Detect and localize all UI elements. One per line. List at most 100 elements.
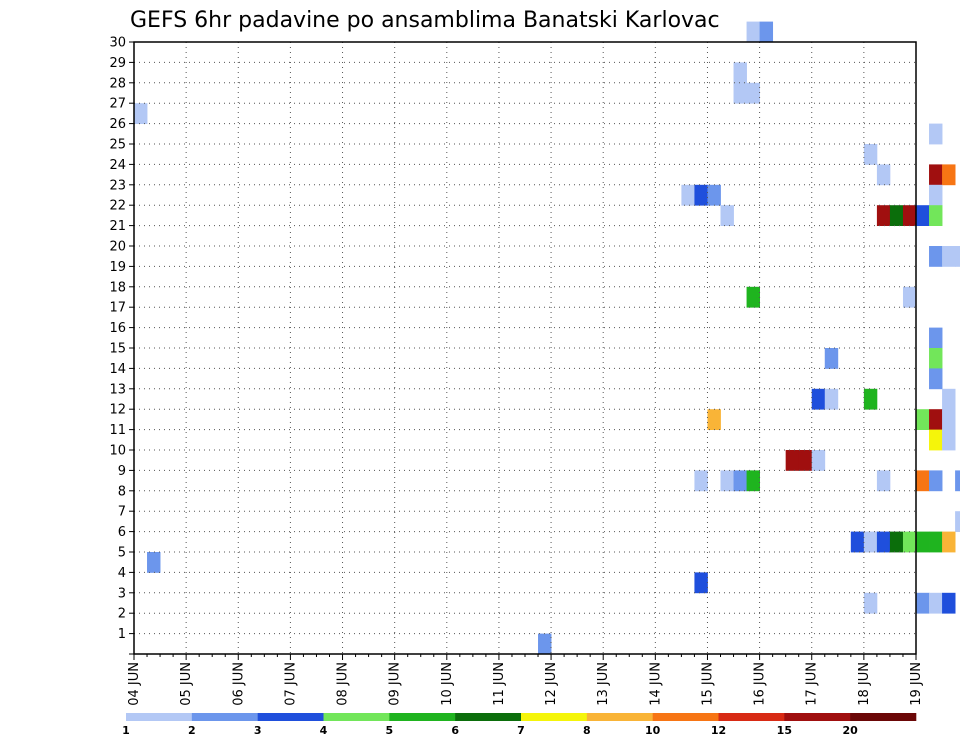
precip-cell (733, 470, 747, 492)
x-tick-label: 17 JUN (805, 662, 820, 706)
precip-cell (134, 103, 148, 124)
precip-cell (733, 82, 747, 104)
precip-cell (942, 246, 956, 267)
precip-cell (824, 388, 839, 410)
precip-cell (889, 531, 904, 553)
precip-cell (824, 348, 839, 369)
precip-cell (942, 429, 956, 451)
precip-cell (955, 511, 960, 532)
colorbar-swatch (586, 713, 653, 721)
x-tick-label: 05 JUN (179, 662, 194, 706)
y-tick-label: 26 (109, 117, 126, 132)
precip-cell (707, 409, 721, 430)
precip-cell (902, 205, 917, 226)
y-tick-label: 30 (109, 36, 126, 51)
precip-cell (694, 184, 708, 206)
y-tick-label: 6 (118, 525, 126, 540)
precip-cell (942, 164, 956, 186)
colorbar-swatch (389, 713, 456, 721)
y-tick-label: 21 (109, 219, 126, 234)
precip-cell (916, 470, 930, 492)
y-tick-label: 28 (109, 76, 126, 91)
x-tick-label: 13 JUN (596, 662, 611, 706)
y-tick-label: 24 (109, 158, 126, 173)
precip-cell (929, 470, 943, 492)
precip-cell (916, 409, 930, 430)
precip-cell (746, 21, 760, 43)
y-tick-label: 8 (118, 484, 126, 499)
precip-cell (746, 286, 760, 308)
x-tick-label: 18 JUN (857, 662, 872, 706)
precip-cell (538, 633, 552, 655)
precip-cell (942, 388, 956, 410)
precip-cell (929, 123, 943, 145)
precip-cell (929, 184, 943, 206)
colorbar-label: 20 (843, 724, 859, 737)
precip-cell (694, 470, 708, 492)
y-tick-label: 2 (118, 607, 126, 622)
x-axis: 04 JUN 05 JUN 06 JUN 07 JUN 08 JUN 09 JUN 10 J… (127, 654, 924, 706)
grid-lines (134, 42, 916, 654)
y-tick-label: 4 (118, 566, 126, 581)
x-tick-label: 12 JUN (544, 662, 559, 706)
colorbar-swatch (850, 713, 917, 721)
precip-cell (863, 531, 878, 553)
precip-cell (929, 368, 943, 390)
y-tick-label: 7 (118, 505, 126, 520)
precip-cell (850, 531, 865, 553)
y-tick-label: 16 (109, 321, 126, 336)
x-tick-label: 06 JUN (231, 662, 246, 706)
precip-cell (681, 184, 695, 206)
colorbar-swatch (126, 713, 193, 721)
chart-title: GEFS 6hr padavine po ansamblima Banatski… (130, 8, 720, 33)
y-tick-label: 1 (118, 627, 126, 642)
x-tick-label: 08 JUN (336, 662, 351, 706)
precip-cell (863, 388, 878, 410)
precip-cell (876, 164, 891, 186)
y-tick-label: 13 (109, 382, 126, 397)
precip-cell (811, 450, 826, 471)
precip-cell (942, 531, 956, 553)
precip-cell (876, 205, 891, 226)
x-tick-label: 11 JUN (492, 662, 507, 706)
y-tick-label: 3 (118, 586, 126, 601)
precip-cell (916, 531, 930, 553)
precip-cell (929, 205, 943, 226)
colorbar-label: 8 (583, 724, 591, 737)
precip-cell (707, 184, 721, 206)
precip-cell (929, 164, 943, 186)
precip-cell (733, 62, 747, 84)
y-axis: 1234567891011121314151617181920212223242… (109, 36, 134, 655)
x-tick-label: 10 JUN (440, 662, 455, 706)
colorbar-legend: 1 2 3 4 5 6 7 8 10 12 15 20 (122, 713, 917, 737)
precip-cell (902, 531, 917, 553)
x-tick-label: 07 JUN (283, 662, 298, 706)
colorbar-swatch (718, 713, 785, 721)
x-tick-label: 04 JUN (127, 662, 142, 706)
colorbar-swatch (257, 713, 324, 721)
precip-cell (955, 470, 960, 492)
y-tick-label: 22 (109, 199, 126, 214)
precip-cell (720, 205, 734, 226)
precip-cell (746, 82, 760, 104)
y-tick-label: 18 (109, 280, 126, 295)
colorbar-swatch (455, 713, 522, 721)
precip-cell (929, 592, 943, 614)
precip-cell (916, 205, 930, 226)
x-tick-label: 19 JUN (909, 662, 924, 706)
precip-cell (863, 144, 878, 165)
y-tick-label: 25 (109, 138, 126, 153)
y-tick-label: 11 (109, 423, 126, 438)
colorbar-label: 4 (320, 724, 328, 737)
colorbar-label: 7 (517, 724, 525, 737)
colorbar-swatch (521, 713, 588, 721)
colorbar-label: 3 (254, 724, 262, 737)
precip-cell (929, 409, 943, 430)
y-tick-label: 10 (109, 444, 126, 459)
precip-cell (876, 531, 891, 553)
colorbar-label: 2 (188, 724, 196, 737)
precip-cell (929, 429, 943, 451)
y-tick-label: 17 (109, 301, 126, 316)
precip-cell (147, 552, 161, 573)
